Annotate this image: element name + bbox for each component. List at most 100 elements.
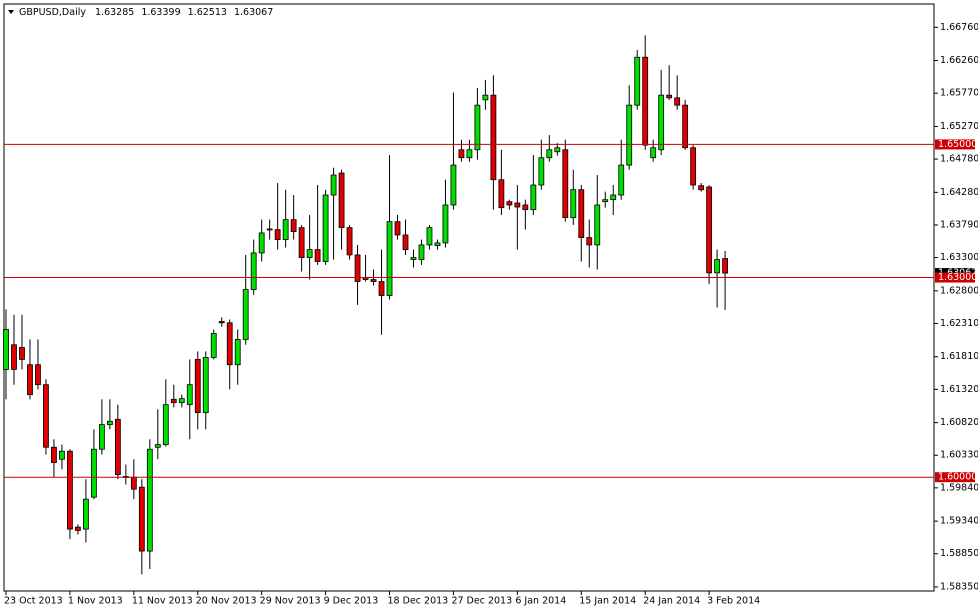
x-tick-label: 27 Dec 2013 [451,596,512,607]
candle-body [138,486,145,552]
candle-body [618,164,625,196]
candle-body [498,179,505,209]
chart-header: GBPUSD,Daily 1.63285 1.63399 1.62513 1.6… [19,7,273,18]
candle-body [682,104,689,149]
x-tick-label: 11 Nov 2013 [132,596,193,607]
candle-body [226,322,233,366]
candle-body [490,94,497,181]
y-tick-label: 1.58350 [940,582,978,593]
candle-body [722,258,728,274]
y-tick-label: 1.60330 [940,450,978,461]
candle-body [51,446,57,463]
candle-body [602,199,609,203]
candle-body [370,279,377,282]
y-tick-label: 1.64780 [940,154,978,165]
candle-body [11,344,17,370]
candle-body [378,281,385,296]
x-tick-label: 29 Nov 2013 [260,596,321,607]
candle-body [706,186,713,274]
candle-body [642,56,649,146]
candle-body [67,450,73,530]
y-tick-label: 1.63790 [940,219,978,230]
y-tick-label: 1.62800 [940,285,978,296]
candle-body [43,384,49,448]
candle-body [594,204,601,246]
candle-body [250,252,257,290]
candle-body [114,418,121,475]
x-tick-label: 1 Nov 2013 [68,596,123,607]
candle-body [506,201,513,206]
y-tick-label: 1.65770 [940,88,978,99]
y-tick-label: 1.61810 [940,351,978,362]
candle-body [242,289,249,340]
candle-body [626,104,633,166]
candle-body [106,420,113,426]
x-tick-label: 18 Dec 2013 [388,596,449,607]
level-tag [935,272,975,283]
candle-body [570,189,577,219]
y-tick-label: 1.66760 [940,22,978,33]
candle-body [59,450,65,460]
candle-body [530,184,537,211]
candle-body [554,147,561,153]
candle-body [19,347,25,360]
candle-body [698,185,705,191]
candle-body [258,232,265,254]
x-tick-label: 9 Dec 2013 [324,596,379,607]
candle-body [146,448,153,552]
candle-body [402,234,409,250]
candle-body [194,358,201,414]
candle-body [210,333,217,358]
candle-body [202,356,209,414]
level-label: 1.60000 [938,472,977,483]
header-open: 1.63285 [95,7,134,18]
header-close: 1.63067 [234,7,273,18]
candle-body [346,227,353,256]
candle-body [266,228,273,231]
candle-body [434,242,441,246]
header-high: 1.63399 [141,7,180,18]
candle-body [466,149,473,159]
x-tick-label: 6 Jan 2014 [515,596,566,607]
y-tick-label: 1.59340 [940,516,978,527]
candle-body [578,189,585,239]
x-tick-label: 20 Nov 2013 [196,596,257,607]
candle-body [674,97,681,106]
candle-body [322,194,329,262]
candle-body [522,204,529,211]
x-tick-label: 3 Feb 2014 [707,596,760,607]
y-tick-label: 1.63300 [940,252,978,263]
candle-body [426,227,433,246]
candle-body [298,227,305,258]
y-tick-label: 1.66260 [940,55,978,66]
level-label: 1.65000 [938,139,977,150]
candle-body [178,398,185,404]
y-tick-label: 1.65270 [940,121,978,132]
y-tick-label: 1.61320 [940,384,978,395]
candle-body [586,237,593,246]
candle-body [546,149,553,159]
candle-body [154,444,161,448]
menu-arrow [8,10,14,14]
y-tick-label: 1.64280 [940,187,978,198]
candle-body [75,526,81,531]
candle-body [3,329,9,370]
candle-body [410,257,417,260]
y-tick-label: 1.58850 [940,548,978,559]
candle-body [162,404,169,445]
level-tag [935,139,975,150]
candle-body [538,157,545,186]
level-label: 1.63000 [938,272,977,283]
candle-body [474,104,481,151]
x-tick-label: 23 Oct 2013 [4,596,63,607]
candle-body [290,219,297,233]
candle-body [186,384,193,406]
candle-body [234,339,241,366]
candle-body [27,364,33,396]
candle-body [218,321,225,324]
header-low: 1.62513 [188,7,227,18]
level-tag [935,472,975,483]
candle-body [418,244,425,260]
y-tick-label: 1.60820 [940,417,978,428]
